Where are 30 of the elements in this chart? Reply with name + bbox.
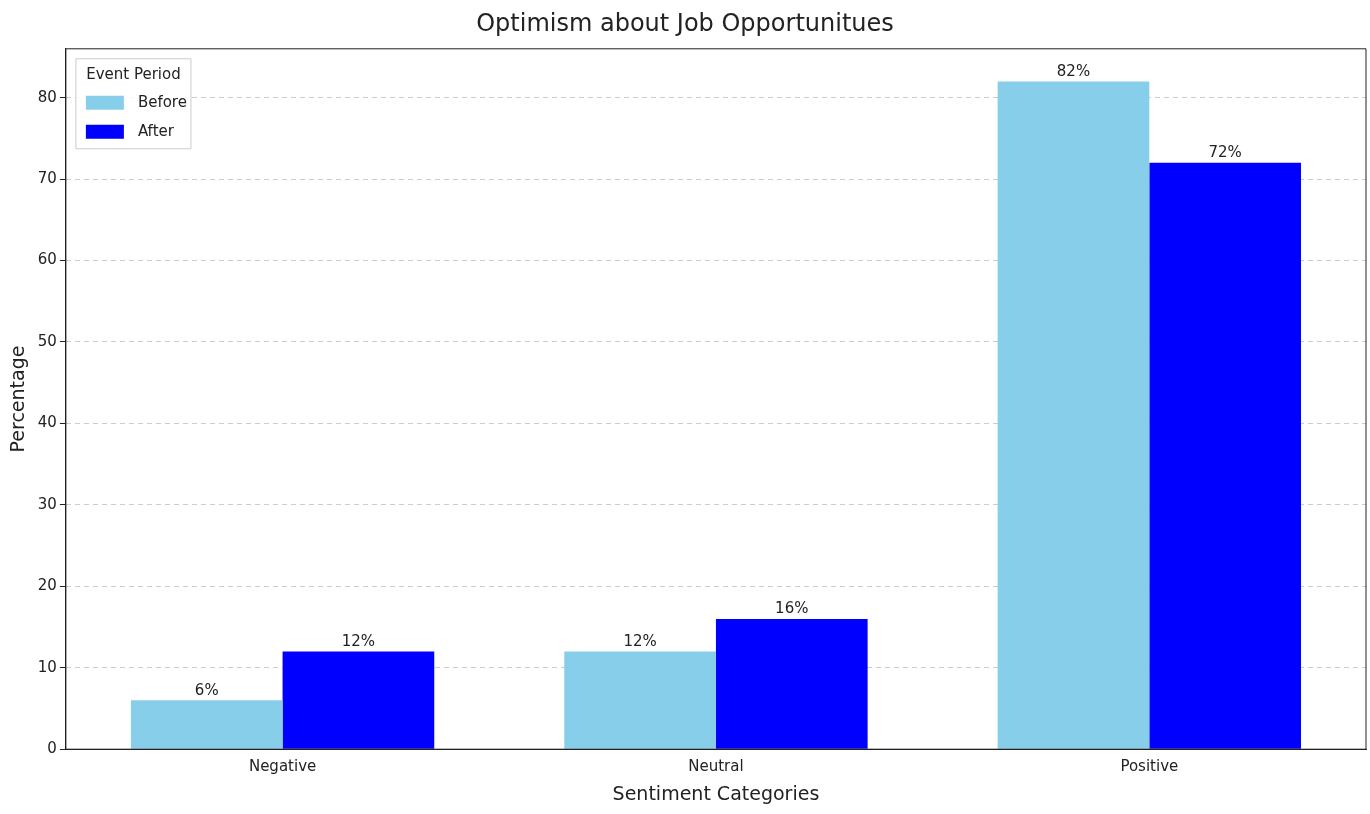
bar <box>715 618 868 749</box>
y-axis-title: Percentage <box>6 345 29 453</box>
y-tick-label: 60 <box>37 250 57 269</box>
data-label: 6% <box>194 680 219 699</box>
y-tick-label: 40 <box>37 413 57 432</box>
y-tick-label: 50 <box>37 331 57 350</box>
data-label: 16% <box>775 599 809 618</box>
y-tick-label: 30 <box>37 494 57 513</box>
x-tick-label: Positive <box>1120 757 1179 776</box>
x-tick-label: Neutral <box>688 757 744 776</box>
y-tick-label: 70 <box>37 169 57 187</box>
legend-label: Before <box>137 92 187 111</box>
legend-title: Event Period <box>86 64 181 83</box>
bar <box>997 81 1150 749</box>
y-tick-label: 0 <box>47 739 57 758</box>
legend-label: After <box>137 121 175 140</box>
y-tick-label: 80 <box>37 87 57 106</box>
data-label: 12% <box>623 631 657 650</box>
bar <box>282 651 435 749</box>
bar <box>564 651 716 749</box>
data-label: 72% <box>1208 143 1242 162</box>
y-tick-label: 20 <box>37 576 57 595</box>
data-label: 12% <box>341 631 376 650</box>
chart-title: Optimism about Job Opportunitues <box>476 8 894 37</box>
y-tick-label: 10 <box>37 657 57 676</box>
bar <box>1149 162 1301 749</box>
x-tick-label: Negative <box>248 757 317 776</box>
bar <box>130 700 283 749</box>
x-axis-title: Sentiment Categories <box>612 781 820 804</box>
data-label: 82% <box>1056 61 1091 80</box>
